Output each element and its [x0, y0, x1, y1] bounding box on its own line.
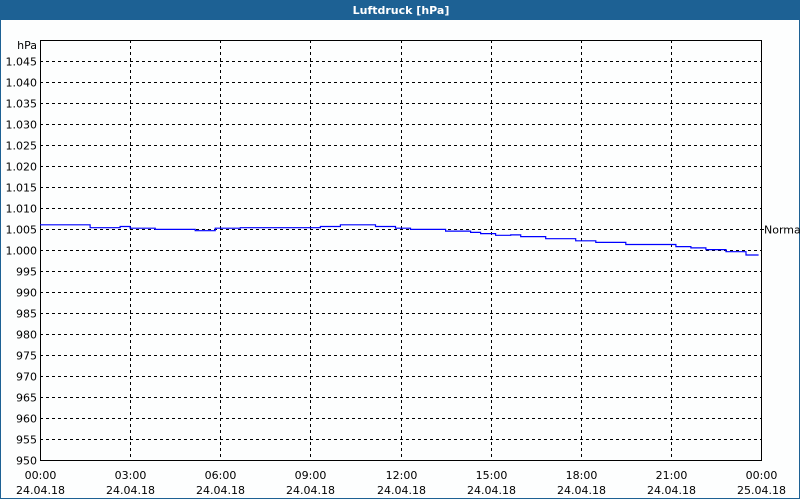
x-tick-time: 03:00	[115, 469, 147, 482]
y-axis-label: hPa	[17, 39, 37, 52]
y-tick-label: 1.040	[6, 77, 38, 90]
y-tick-label: 1.025	[6, 140, 38, 153]
y-tick-label: 990	[16, 287, 37, 300]
pressure-series-line	[40, 224, 759, 256]
y-tick-label: 1.015	[6, 182, 38, 195]
y-tick-label: 1.045	[6, 56, 38, 69]
y-tick-label: 985	[16, 308, 37, 321]
y-tick-label: 970	[16, 371, 37, 384]
x-tick-time: 12:00	[386, 469, 418, 482]
plot-frame	[40, 40, 762, 461]
x-tick-date: 24.04.18	[286, 484, 335, 497]
y-tick-label: 1.020	[6, 161, 38, 174]
x-tick-date: 24.04.18	[16, 484, 65, 497]
y-tick-label: 1.035	[6, 98, 38, 111]
x-tick-date: 24.04.18	[106, 484, 155, 497]
y-tick-label: 960	[16, 413, 37, 426]
x-tick-time: 15:00	[476, 469, 508, 482]
y-tick-label: 1.030	[6, 119, 38, 132]
y-tick-label: 1.005	[6, 224, 38, 237]
y-tick-label: 1.000	[6, 245, 38, 258]
y-tick-label: 955	[16, 434, 37, 447]
y-tick-label: 965	[16, 392, 37, 405]
x-tick-date: 24.04.18	[196, 484, 245, 497]
x-tick-date: 24.04.18	[377, 484, 426, 497]
x-tick-time: 06:00	[205, 469, 237, 482]
x-tick-date: 25.04.18	[737, 484, 786, 497]
y-tick-label: 975	[16, 350, 37, 363]
y-tick-label: 995	[16, 266, 37, 279]
x-tick-time: 00:00	[25, 469, 57, 482]
x-tick-time: 09:00	[295, 469, 327, 482]
x-tick-date: 24.04.18	[647, 484, 696, 497]
x-tick-date: 24.04.18	[467, 484, 516, 497]
x-tick-time: 00:00	[746, 469, 778, 482]
y-tick-label: 980	[16, 329, 37, 342]
y-tick-label: 1.010	[6, 203, 38, 216]
x-tick-time: 21:00	[656, 469, 688, 482]
x-tick-date: 24.04.18	[557, 484, 606, 497]
reference-label: Normal	[764, 224, 800, 237]
window-title: Luftdruck [hPa]	[1, 0, 800, 20]
x-tick-time: 18:00	[566, 469, 598, 482]
y-tick-label: 950	[16, 455, 37, 468]
